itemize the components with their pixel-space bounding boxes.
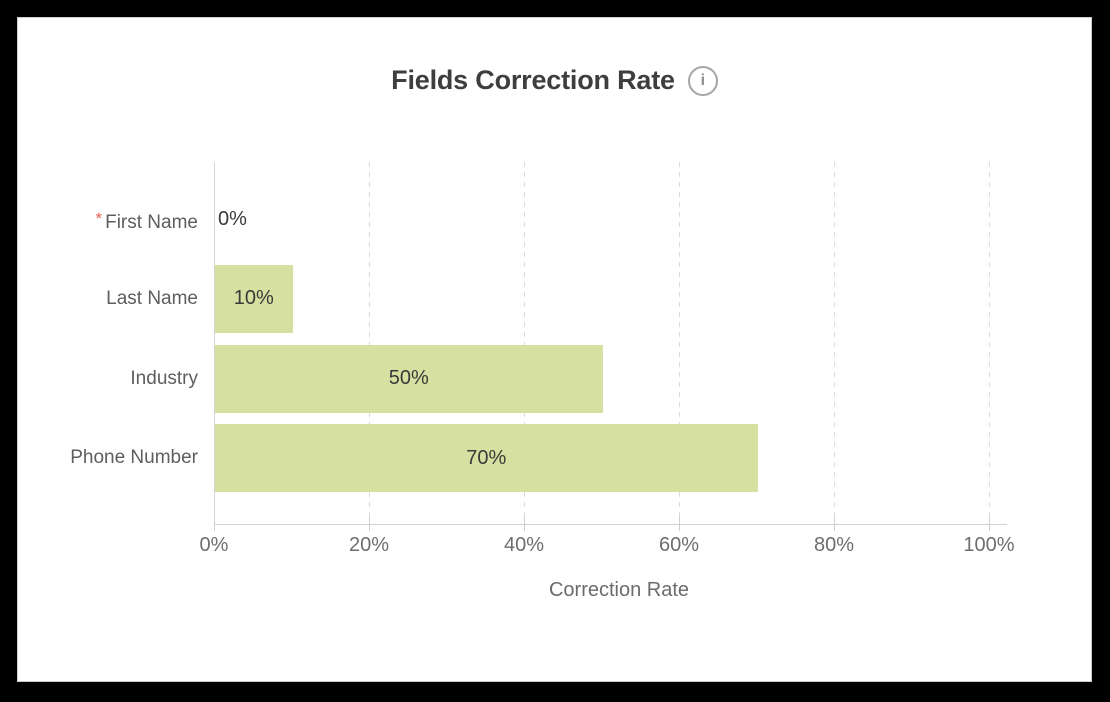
- value-label: 0%: [218, 207, 247, 230]
- x-axis-line: [214, 524, 1007, 525]
- bar[interactable]: 10%: [215, 264, 293, 333]
- value-label: 50%: [388, 367, 429, 390]
- value-label: 70%: [466, 446, 507, 469]
- category-label-text: Phone Number: [70, 447, 198, 469]
- gridline: [834, 162, 835, 524]
- info-icon[interactable]: i: [687, 65, 718, 96]
- required-asterisk: *: [95, 209, 103, 228]
- x-tick-label: 60%: [658, 534, 700, 556]
- gridline: [524, 162, 525, 524]
- y-axis-line: [214, 162, 215, 524]
- value-label: 10%: [233, 287, 274, 310]
- bar[interactable]: 50%: [215, 344, 603, 413]
- x-tick-label: 0%: [199, 534, 229, 556]
- category-label-text: First Name: [105, 212, 198, 233]
- x-tick-label: 20%: [348, 534, 390, 556]
- category-label: * First Name: [0, 206, 198, 236]
- x-tick-label: 100%: [963, 534, 1015, 556]
- x-axis-title: Correction Rate: [548, 579, 690, 601]
- gridline: [679, 162, 680, 524]
- x-tick-label: 40%: [503, 534, 545, 556]
- category-label-text: Industry: [130, 367, 198, 389]
- category-label: Last Name: [0, 286, 198, 312]
- chart-header: Fields Correction Rate i: [18, 65, 1091, 96]
- chart-title: Fields Correction Rate: [391, 65, 675, 95]
- category-label: Phone Number: [0, 445, 198, 471]
- bar-chart: 0% 20% 40% 60% 80% 100% * First Name 0% Last Name…: [18, 18, 1091, 681]
- gridline: [369, 162, 370, 524]
- info-icon-glyph: i: [700, 71, 706, 89]
- chart-card: Fields Correction Rate i 0% 20% 40% 60% 80% 1…: [17, 17, 1092, 682]
- bar[interactable]: 70%: [215, 424, 758, 493]
- gridline: [989, 162, 990, 524]
- category-label: Industry: [0, 366, 198, 392]
- category-label-text: Last Name: [106, 287, 198, 309]
- x-tick-label: 80%: [813, 534, 855, 556]
